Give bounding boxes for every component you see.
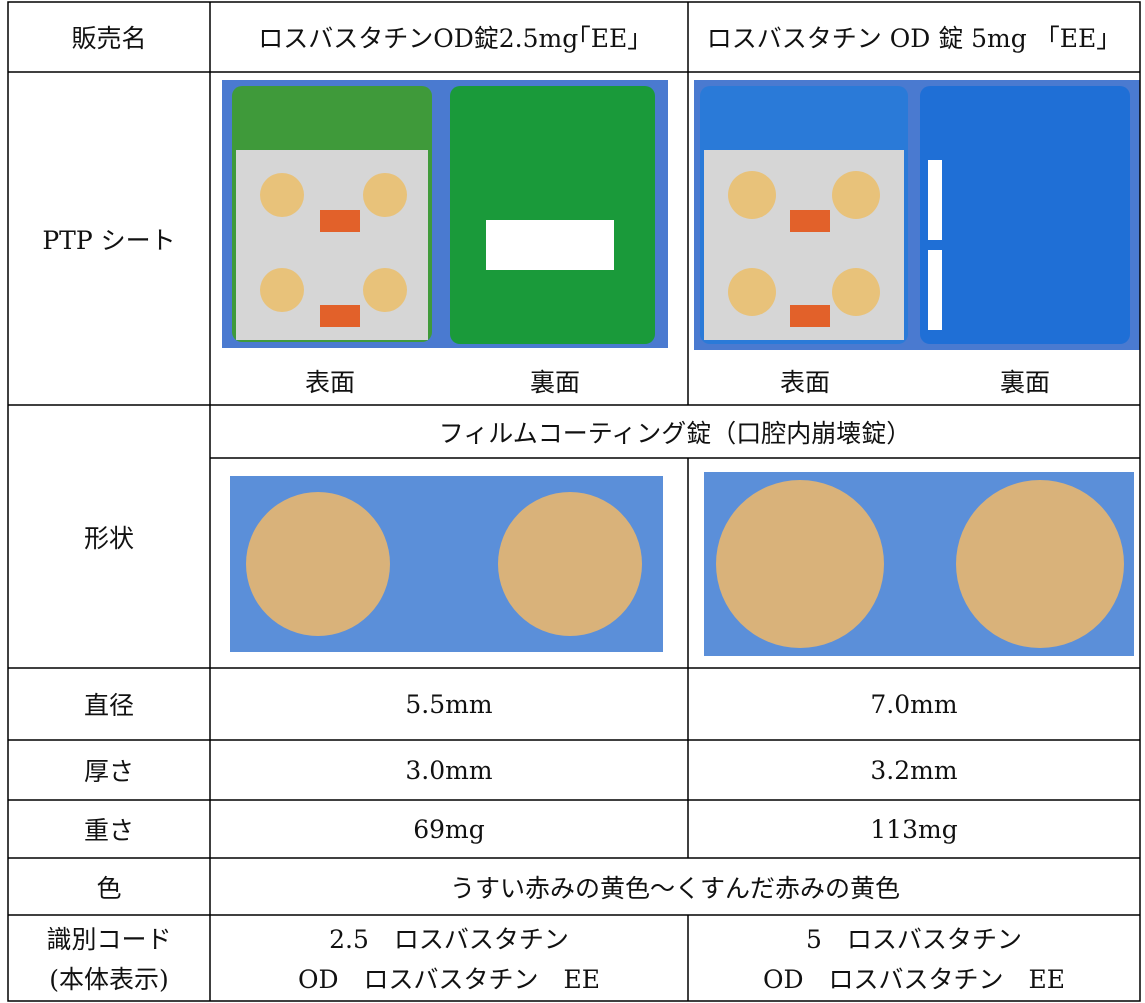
cell: 5 ロスバスタチン [806,925,1022,954]
cell: 7.0mm [870,689,958,719]
row-label: 直径 [83,691,134,720]
cell: 69mg [413,814,485,844]
header-cell: ロスバスタチン OD 錠 5mg 「EE」 [706,24,1122,53]
caption: 裏面 [999,368,1050,397]
row-label: 色 [96,873,122,903]
header-cell: ロスバスタチンOD錠2.5mg｢EE｣ [258,24,640,53]
header-cell: 販売名 [71,24,147,53]
cell: 113mg [870,814,958,844]
caption: 表面 [779,368,830,397]
cell: OD ロスバスタチン EE [762,965,1066,994]
cell: 2.5 ロスバスタチン [329,925,569,954]
row-label: 厚さ [83,757,134,786]
row-label: (本体表示) [49,965,169,994]
row-label: 重さ [83,816,134,845]
row-label: 形状 [83,523,134,553]
cell: うすい赤みの黄色～くすんだ赤みの黄色 [449,873,900,903]
cell: 3.0mm [405,755,493,785]
shape-description: フィルムコーティング錠（口腔内崩壊錠） [438,418,912,448]
cell: 3.2mm [870,755,958,785]
caption: 表面 [304,368,355,397]
cell: OD ロスバスタチン EE [297,965,601,994]
cell: 5.5mm [405,689,493,719]
row-label: PTP シート [42,225,176,255]
caption: 裏面 [529,368,580,397]
row-label: 識別コード [46,925,172,954]
